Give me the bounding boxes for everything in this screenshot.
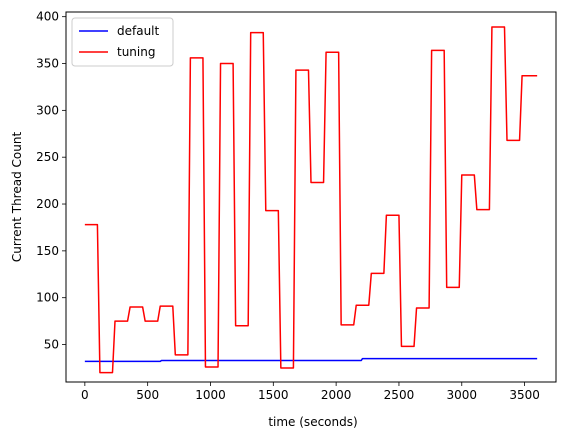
x-axis-ticks: 0 500 1000 1500 2000 2500 3000 3500 bbox=[81, 382, 540, 402]
x-tick-label: 1000 bbox=[195, 388, 226, 402]
x-tick-label: 2000 bbox=[321, 388, 352, 402]
x-tick-label: 3500 bbox=[509, 388, 540, 402]
y-tick-label: 250 bbox=[36, 150, 59, 164]
x-tick-label: 0 bbox=[81, 388, 89, 402]
series-layer bbox=[84, 26, 538, 374]
y-tick-label: 150 bbox=[36, 244, 59, 258]
y-tick-label: 50 bbox=[44, 338, 59, 352]
x-tick-label: 3000 bbox=[446, 388, 477, 402]
x-tick-label: 2500 bbox=[384, 388, 415, 402]
x-tick-label: 500 bbox=[136, 388, 159, 402]
y-axis-label: Current Thread Count bbox=[10, 132, 24, 263]
legend-label-default: default bbox=[117, 24, 160, 38]
y-tick-label: 350 bbox=[36, 57, 59, 71]
plot-area bbox=[66, 12, 556, 382]
x-axis-label: time (seconds) bbox=[268, 415, 357, 429]
y-tick-label: 300 bbox=[36, 103, 59, 117]
legend-label-tuning: tuning bbox=[117, 45, 155, 59]
y-tick-label: 100 bbox=[36, 291, 59, 305]
y-axis-ticks: 50 100 150 200 250 300 350 400 bbox=[36, 10, 66, 352]
x-tick-label: 1500 bbox=[258, 388, 289, 402]
y-tick-label: 200 bbox=[36, 197, 59, 211]
legend: default tuning bbox=[71, 17, 174, 67]
legend-box bbox=[71, 17, 174, 67]
y-tick-label: 400 bbox=[36, 10, 59, 24]
series-line-default bbox=[84, 357, 538, 363]
series-line-tuning bbox=[84, 26, 538, 374]
plot-frame bbox=[65, 11, 557, 383]
